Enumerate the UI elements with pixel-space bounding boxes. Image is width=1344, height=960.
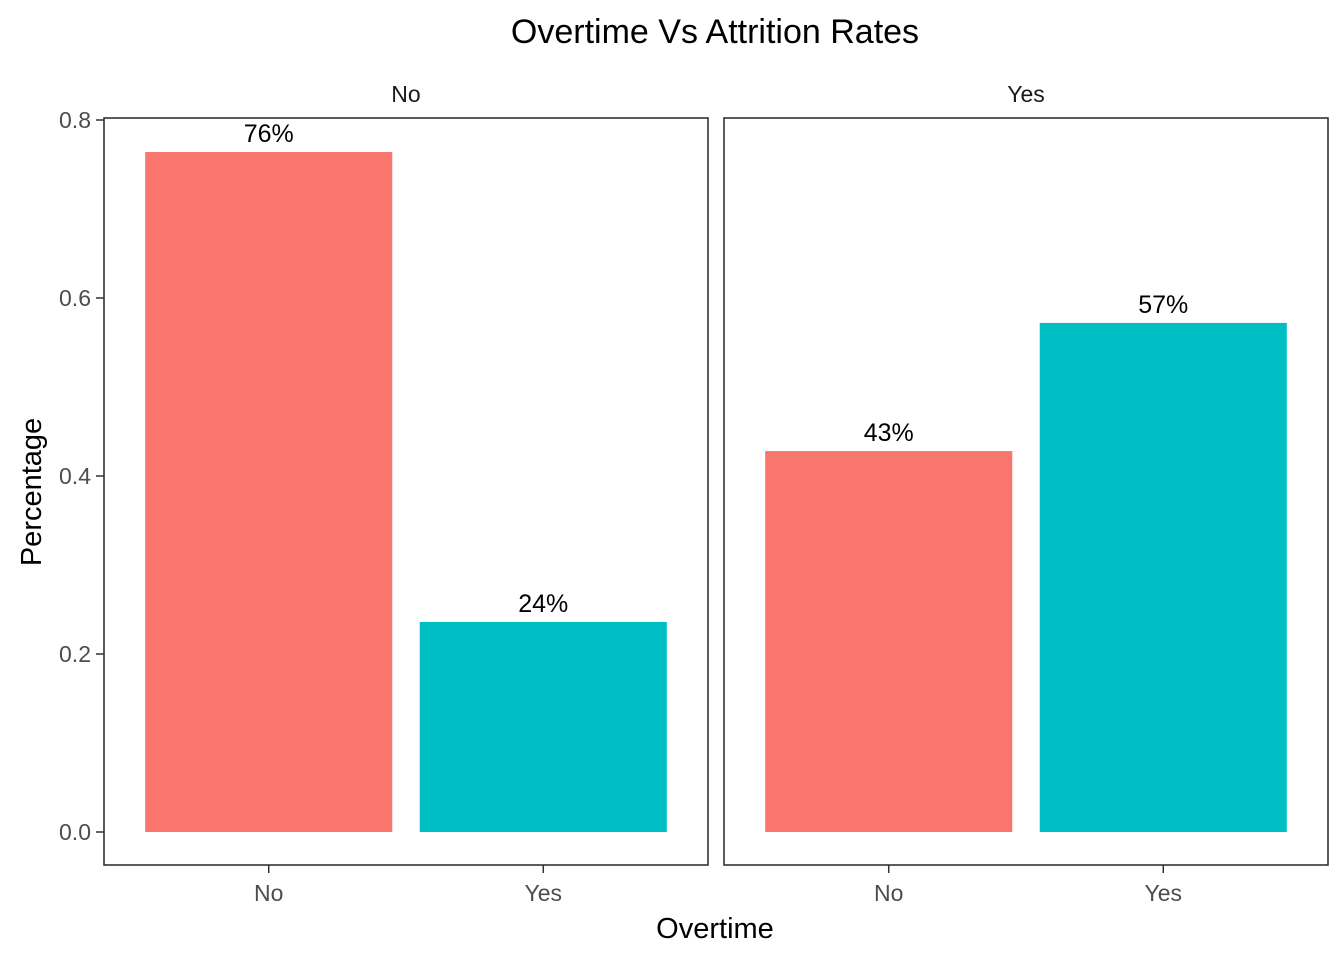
x-tick-label: Yes xyxy=(1145,880,1183,906)
x-axis-title: Overtime xyxy=(656,913,774,945)
panel-border xyxy=(723,117,1329,866)
y-tick-label: 0.6 xyxy=(59,285,91,311)
y-axis: 0.0 0.2 0.4 0.6 0.8 xyxy=(59,107,104,845)
chart-title: Overtime Vs Attrition Rates xyxy=(511,13,919,51)
facet-strip-label: Yes xyxy=(1007,81,1045,107)
y-axis-title: Percentage xyxy=(16,418,48,566)
bar-no-yes xyxy=(419,621,667,832)
y-tick-label: 0.4 xyxy=(59,463,91,489)
panel-border xyxy=(103,117,709,866)
x-tick-label: No xyxy=(874,880,903,906)
bar-yes-yes xyxy=(1039,322,1287,832)
y-tick-label: 0.8 xyxy=(59,107,91,133)
facet-panel-yes: Yes 43% No 57% Yes xyxy=(723,81,1329,906)
bar-yes-no xyxy=(765,451,1013,832)
y-tick-label: 0.2 xyxy=(59,641,91,667)
facet-panels: No 76% No 24% Yes Yes 43% No 57% Yes xyxy=(103,81,1329,906)
bar-no-no xyxy=(145,152,393,833)
bar-value-label: 43% xyxy=(864,419,914,447)
y-tick-label: 0.0 xyxy=(59,819,91,845)
x-tick-label: No xyxy=(254,880,283,906)
bar-value-label: 57% xyxy=(1138,291,1188,319)
facet-strip-label: No xyxy=(391,81,420,107)
bar-value-label: 24% xyxy=(518,590,568,618)
bar-value-label: 76% xyxy=(244,120,294,148)
x-tick-label: Yes xyxy=(525,880,563,906)
facet-panel-no: No 76% No 24% Yes xyxy=(103,81,709,906)
